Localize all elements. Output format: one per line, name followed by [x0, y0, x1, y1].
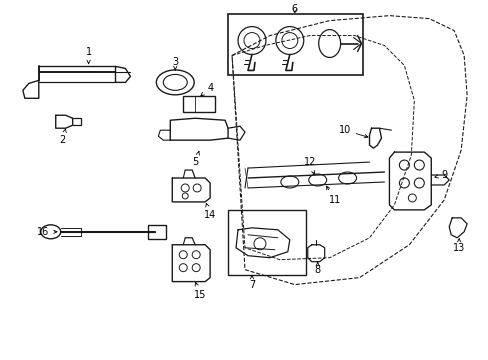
Text: 16: 16 — [37, 227, 57, 237]
Text: 5: 5 — [192, 152, 199, 167]
Text: 10: 10 — [338, 125, 367, 138]
Text: 13: 13 — [452, 239, 465, 253]
Text: 7: 7 — [248, 275, 255, 289]
Text: 12: 12 — [303, 157, 315, 174]
Text: 3: 3 — [172, 58, 178, 70]
Text: 14: 14 — [203, 203, 216, 220]
Text: 15: 15 — [194, 283, 206, 300]
Text: 1: 1 — [85, 48, 91, 64]
Text: 2: 2 — [60, 129, 66, 145]
Text: 9: 9 — [434, 170, 447, 180]
Bar — [183, 96, 215, 112]
Text: 4: 4 — [201, 84, 213, 96]
Text: 6: 6 — [291, 4, 297, 14]
Text: 8: 8 — [314, 262, 320, 275]
Bar — [227, 14, 362, 75]
Bar — [148, 225, 166, 239]
Bar — [227, 210, 305, 275]
Text: 11: 11 — [326, 186, 340, 205]
